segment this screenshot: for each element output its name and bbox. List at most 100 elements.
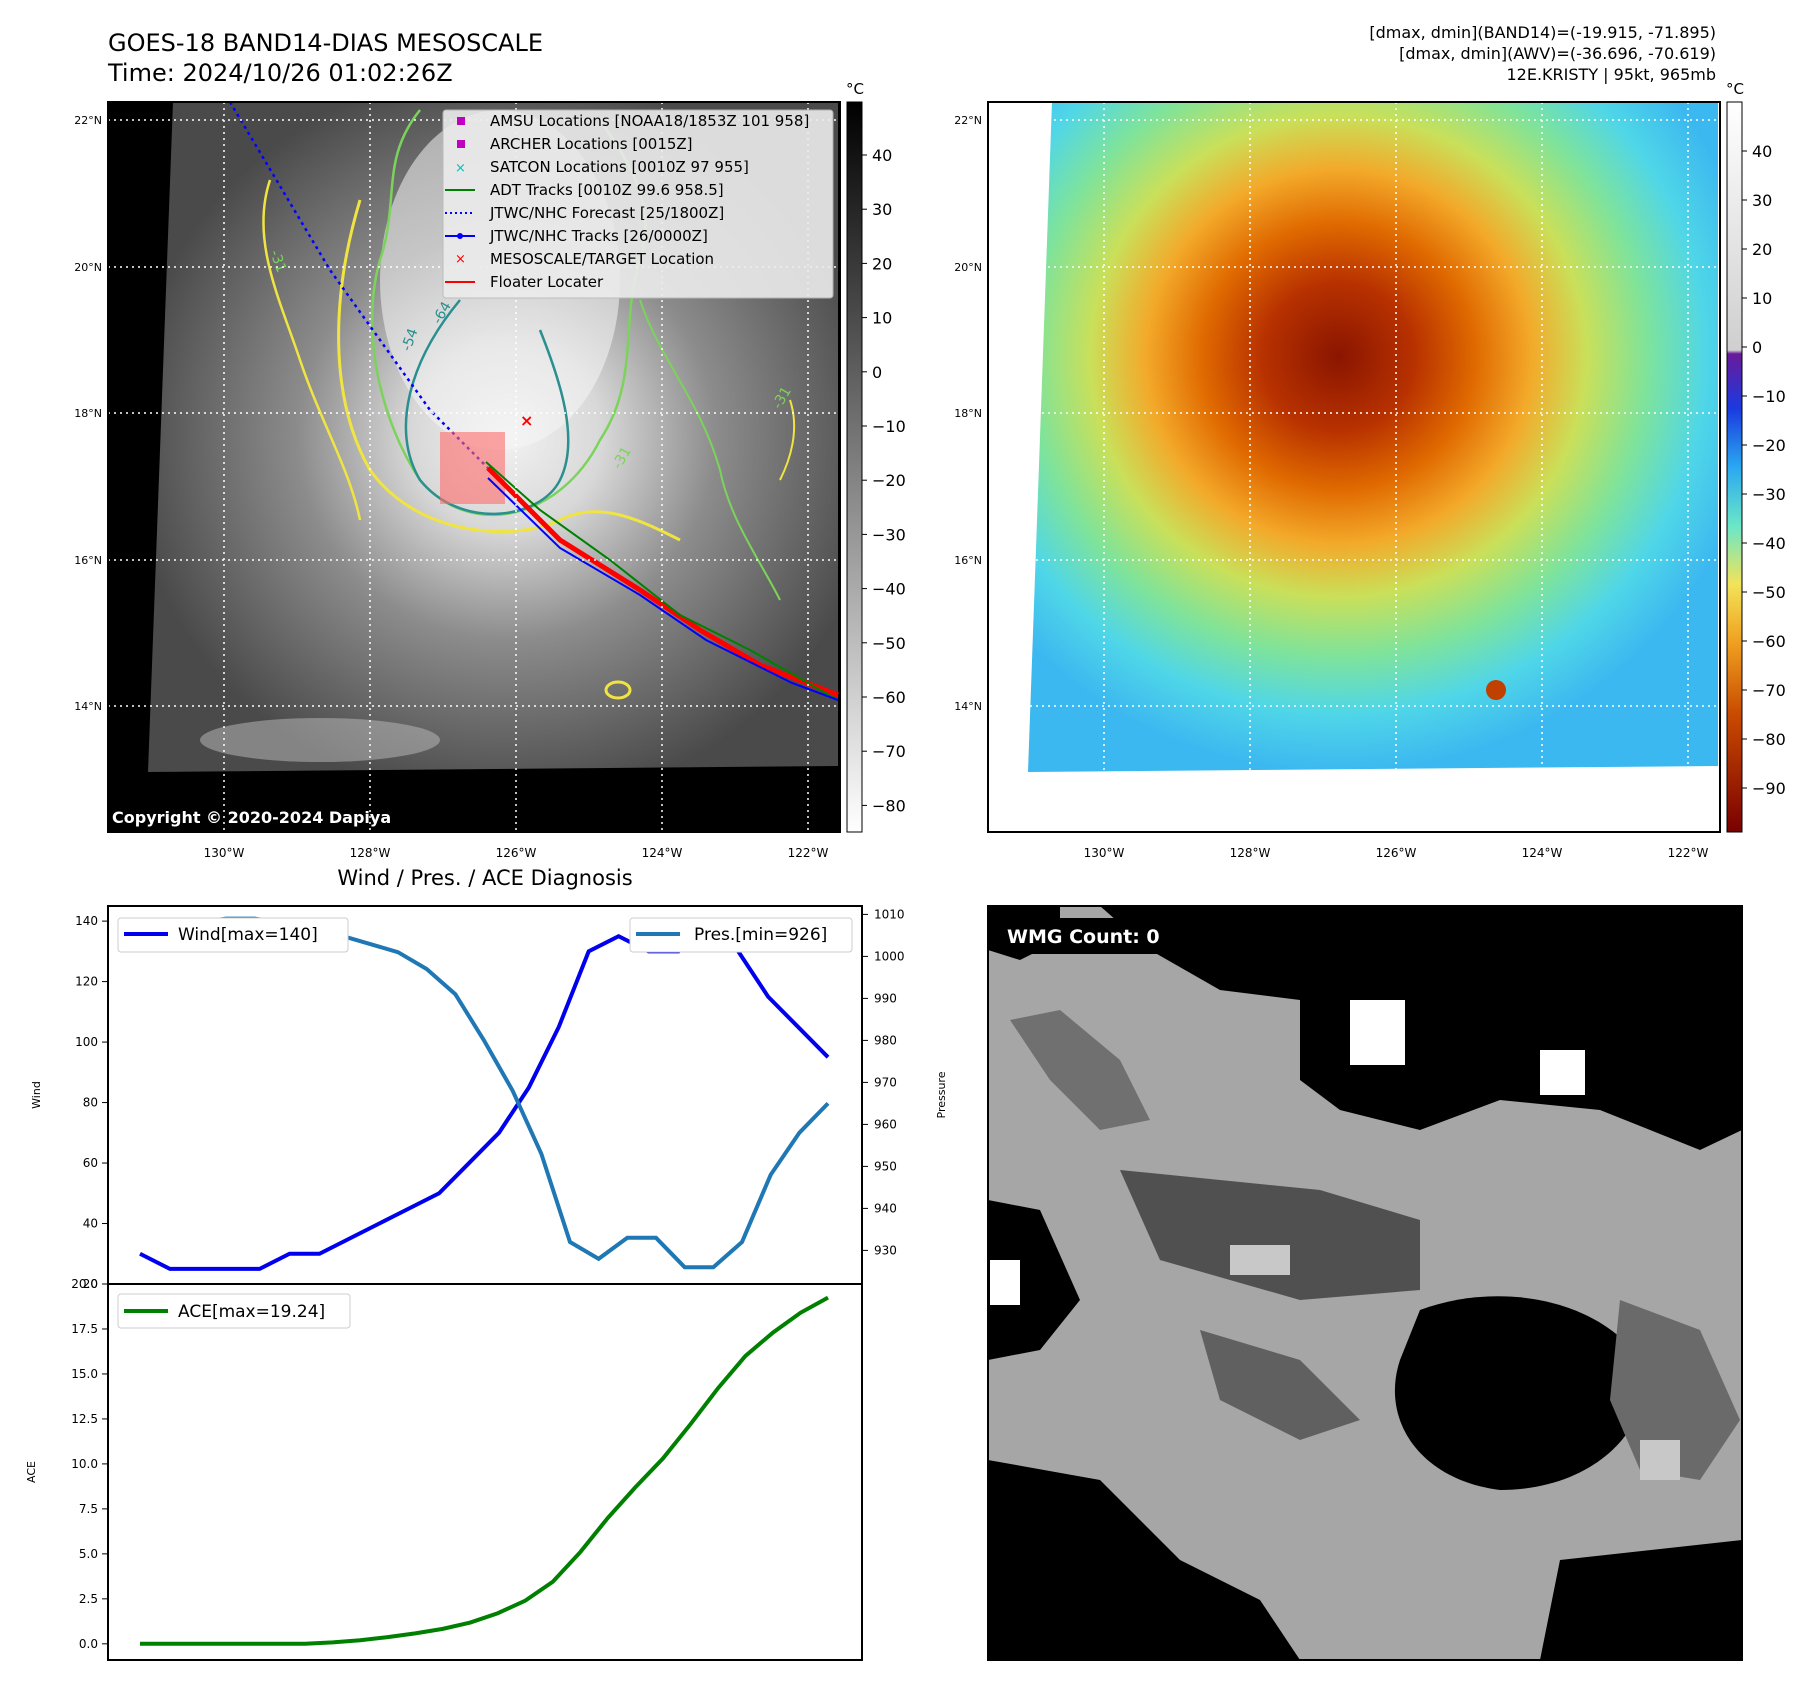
ir-colorbar-tick-label: −80	[872, 796, 906, 815]
contour-yellow-2	[262, 179, 362, 521]
adt-track	[485, 461, 839, 701]
wmg-light-patch-1	[1230, 1245, 1290, 1275]
ace-ytick-label: 20.0	[71, 1277, 98, 1291]
svg-text:×: ×	[455, 252, 466, 267]
awv-colorbar-tick-label: −20	[1752, 436, 1786, 455]
ace-ytick-label: 2.5	[79, 1592, 98, 1606]
awv-colorbar-tick-label: 30	[1752, 191, 1772, 210]
ace-plot-frame	[107, 1283, 863, 1661]
info-line2: [dmax, dmin](AWV)=(-36.696, -70.619)	[1399, 44, 1716, 63]
ace-axis-label: ACE	[25, 1461, 38, 1483]
info-line3: 12E.KRISTY | 95kt, 965mb	[1507, 65, 1717, 84]
ir-colorbar-tick-label: 20	[872, 254, 892, 273]
awv-gridlines	[988, 102, 1720, 832]
ace-chart: ACE 0.0 2.5 5.0 7.5 10.0 12.5 15.0 17.5 20.0 ACE…	[25, 1277, 863, 1661]
contour-teal-1	[404, 299, 570, 515]
ir-lat-label: 18°N	[74, 407, 102, 420]
floater-track	[486, 466, 839, 698]
ir-lon-label: 130°W	[204, 846, 245, 860]
contour-yellow-1	[337, 199, 681, 542]
ir-lon-label: 126°W	[496, 846, 537, 860]
pressure-ytick-label: 980	[874, 1033, 897, 1047]
awv-small-cell	[1486, 680, 1506, 700]
contour-label-2: -54	[399, 326, 422, 353]
ir-lon-label: 128°W	[350, 846, 391, 860]
pressure-ytick-label: 1000	[874, 949, 905, 963]
pressure-axis-label: Pressure	[935, 1071, 948, 1118]
awv-colorbar-tick-label: 40	[1752, 142, 1772, 161]
ir-colorbar-tick-label: −50	[872, 634, 906, 653]
svg-text:×: ×	[455, 161, 466, 176]
ace-legend-label: ACE[max=19.24]	[178, 1302, 325, 1322]
ir-colorbar-tick-label: 10	[872, 309, 892, 328]
wmg-dark-region-2	[1120, 1170, 1420, 1300]
legend-satcon: SATCON Locations [0010Z 97 955]	[490, 158, 749, 176]
ir-lat-label: 22°N	[74, 114, 102, 127]
legend-jtwc-tracks: JTWC/NHC Tracks [26/0000Z]	[489, 227, 708, 245]
pressure-ytick-label: 990	[874, 991, 897, 1005]
awv-colorbar-tick-label: −50	[1752, 583, 1786, 602]
ace-yticks: 0.0 2.5 5.0 7.5 10.0 12.5 15.0 17.5 20.0	[71, 1277, 108, 1651]
ir-colorbar-tick-label: −60	[872, 688, 906, 707]
awv-colorbar-tick-label: −70	[1752, 681, 1786, 700]
ir-colorbar-tick-label: 40	[872, 146, 892, 165]
wind-yticks: 20 40 60 80 100 120 140	[75, 914, 108, 1291]
ir-lat-label: 16°N	[74, 554, 102, 567]
info-line1: [dmax, dmin](BAND14)=(-19.915, -71.895)	[1369, 23, 1716, 42]
pressure-ytick-label: 930	[874, 1243, 897, 1257]
ace-ytick-label: 15.0	[71, 1367, 98, 1381]
ir-legend-box	[442, 109, 834, 299]
awv-colorbar-tick-label: 0	[1752, 338, 1762, 357]
ir-colorbar-tick-label: 30	[872, 200, 892, 219]
ir-map-frame	[107, 101, 841, 833]
awv-lon-label: 122°W	[1668, 846, 1709, 860]
wmg-frame	[987, 905, 1743, 1661]
wmg-white-patch-2	[1540, 1050, 1585, 1095]
awv-colorbar-tick-label: 20	[1752, 240, 1772, 259]
awv-colorbar: °C 40 30 20 10 0 −10 −20 −30 −40 −50 −60 −70 −80 −90	[1726, 80, 1786, 833]
awv-colorbar-tick-label: −30	[1752, 485, 1786, 504]
awv-lat-label: 20°N	[954, 261, 982, 274]
awv-lon-label: 126°W	[1376, 846, 1417, 860]
pressure-legend-box	[629, 917, 853, 953]
awv-map-panel: 22°N 20°N 18°N 16°N 14°N 130°W 128°W 126…	[954, 101, 1721, 860]
ir-colorbar-tick-label: −40	[872, 580, 906, 599]
pressure-ytick-label: 960	[874, 1117, 897, 1131]
pressure-ytick-label: 940	[874, 1201, 897, 1215]
wmg-black-region-west	[988, 1200, 1080, 1360]
awv-colorbar-tick-label: −10	[1752, 387, 1786, 406]
contour-label-1: -31	[266, 248, 289, 275]
legend-jtwc-forecast: JTWC/NHC Forecast [25/1800Z]	[489, 204, 724, 222]
awv-lat-label: 14°N	[954, 700, 982, 713]
ace-ytick-label: 0.0	[79, 1637, 98, 1651]
awv-colorbar-ticks: 40 30 20 10 0 −10 −20 −30 −40 −50 −60 −70 −80 −90	[1742, 142, 1786, 798]
ir-colorbar-tick-label: −20	[872, 471, 906, 490]
jtwc-track	[487, 477, 839, 701]
wmg-dark-region-1	[1010, 1010, 1150, 1130]
ir-lat-label: 14°N	[74, 700, 102, 713]
wmg-label-box	[1000, 918, 1180, 954]
ir-colorbar-tick-label: −70	[872, 742, 906, 761]
wind-plot-frame	[107, 905, 863, 1285]
ace-legend-box	[117, 1293, 351, 1329]
ir-lon-label: 124°W	[642, 846, 683, 860]
ir-colorbar-ticks: 40 30 20 10 0 −10 −20 −30 −40 −50 −60 −70 −80	[862, 146, 906, 815]
wind-ytick-label: 120	[75, 975, 98, 989]
copyright-text: Copyright © 2020-2024 Dapiya	[112, 808, 391, 827]
ir-legend-symbols: × ×	[445, 117, 475, 283]
ir-lat-label: 20°N	[74, 261, 102, 274]
mesoscale-target-marker: ×	[520, 411, 533, 430]
ace-ytick-label: 17.5	[71, 1322, 98, 1336]
ace-ytick-label: 5.0	[79, 1547, 98, 1561]
awv-map-frame	[987, 101, 1721, 833]
legend-floater: Floater Locater	[490, 273, 604, 291]
legend-archer: ARCHER Locations [0015Z]	[490, 135, 693, 153]
ir-lon-label: 122°W	[788, 846, 829, 860]
ir-cloud-south	[200, 718, 440, 762]
wind-ytick-label: 100	[75, 1035, 98, 1049]
wind-ytick-label: 60	[83, 1156, 98, 1170]
wmg-count-label: WMG Count: 0	[1007, 926, 1160, 948]
ace-line	[140, 1295, 829, 1646]
wmg-dark-region-4	[1610, 1300, 1740, 1480]
